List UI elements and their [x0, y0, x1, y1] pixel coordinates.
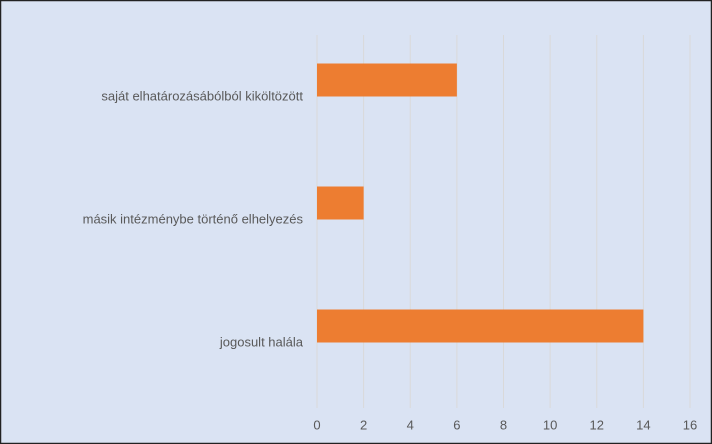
x-tick-label: 14 — [636, 417, 650, 432]
y-tick-label: saját elhatározásábólból kiköltözött — [101, 88, 303, 103]
x-tick-label: 10 — [543, 417, 557, 432]
y-tick-label: jogosult halála — [219, 334, 304, 349]
x-tick-label: 0 — [313, 417, 320, 432]
x-tick-label: 6 — [453, 417, 460, 432]
x-tick-label: 4 — [407, 417, 414, 432]
x-tick-label: 2 — [360, 417, 367, 432]
x-tick-label: 8 — [500, 417, 507, 432]
bar — [317, 186, 364, 220]
bar — [317, 63, 457, 97]
y-tick-label: másik intézménybe történő elhelyezés — [83, 211, 304, 226]
x-tick-label: 16 — [683, 417, 697, 432]
x-tick-label: 12 — [590, 417, 604, 432]
bar — [317, 309, 644, 343]
